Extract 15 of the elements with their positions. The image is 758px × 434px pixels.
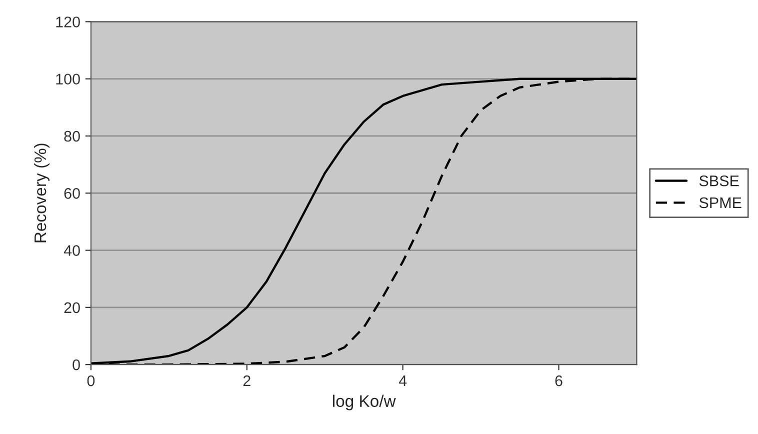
y-tick-label: 100 — [56, 74, 80, 85]
x-tick-label: 0 — [87, 375, 95, 386]
y-tick-label: 60 — [64, 188, 80, 199]
x-tick-label: 4 — [398, 376, 407, 386]
x-tick-label: 6 — [555, 375, 562, 386]
y-tick-label: 20 — [64, 302, 80, 314]
y-tick-label: 0 — [72, 359, 80, 370]
y-tick-label: 80 — [64, 130, 80, 142]
y-axis-title: Recovery (%) — [34, 144, 50, 242]
y-tick-label: 40 — [64, 245, 80, 256]
x-axis-title: log Ko/w — [333, 394, 396, 410]
legend-label: SBSE — [699, 175, 739, 186]
legend-label: SPME — [699, 197, 742, 208]
x-tick-label: 2 — [243, 375, 250, 386]
y-tick-label: 120 — [56, 16, 80, 28]
